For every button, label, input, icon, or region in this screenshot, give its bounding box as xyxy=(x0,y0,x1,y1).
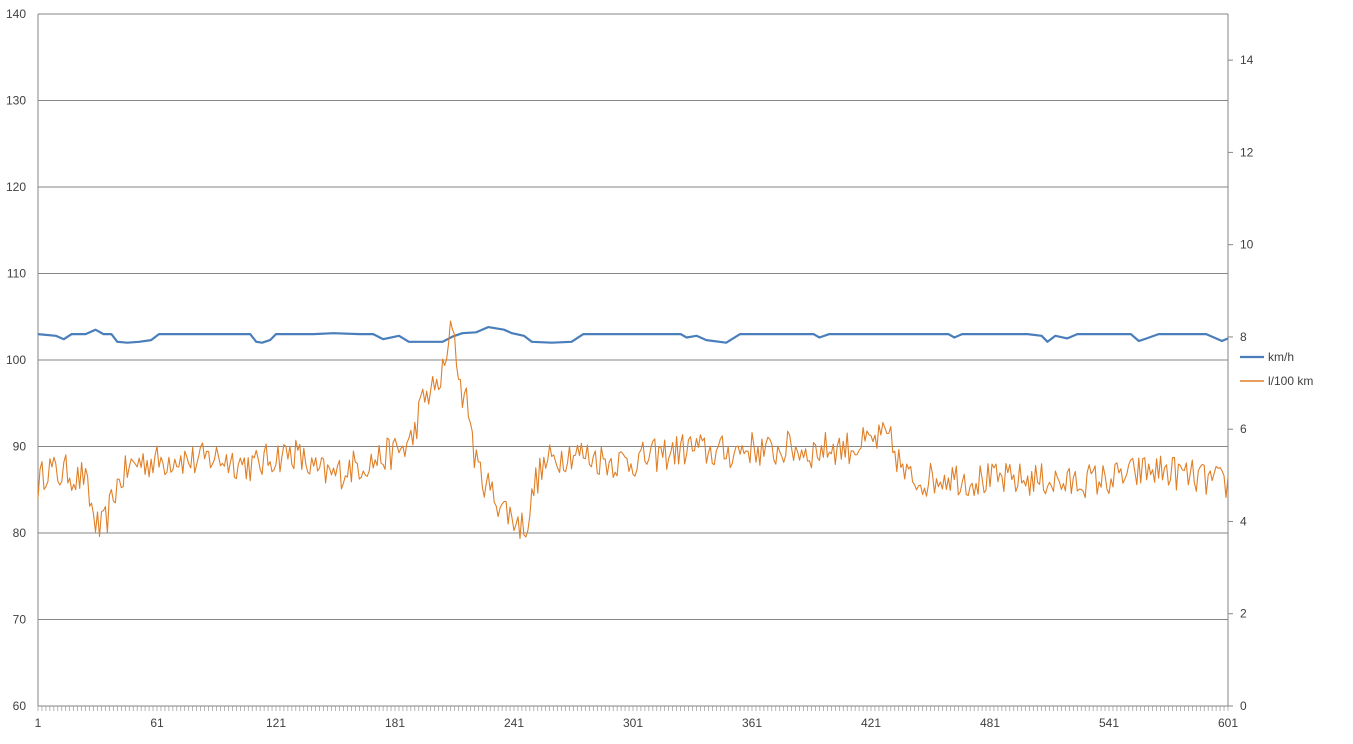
legend-label: km/h xyxy=(1268,350,1294,364)
x-tick-label: 361 xyxy=(742,716,762,730)
y-right-tick-label: 0 xyxy=(1240,699,1247,713)
x-tick-label: 61 xyxy=(150,716,164,730)
x-tick-label: 541 xyxy=(1099,716,1119,730)
x-tick-label: 1 xyxy=(35,716,42,730)
x-tick-label: 241 xyxy=(504,716,524,730)
y-left-tick-label: 120 xyxy=(6,180,26,194)
y-right-tick-label: 4 xyxy=(1240,514,1247,528)
y-left-tick-label: 110 xyxy=(7,267,26,281)
y-right-tick-label: 10 xyxy=(1240,238,1254,252)
y-left-tick-label: 100 xyxy=(6,353,26,367)
y-left-tick-label: 130 xyxy=(6,94,26,108)
y-right-tick-label: 12 xyxy=(1240,145,1254,159)
y-left-tick-label: 60 xyxy=(13,699,27,713)
y-right-tick-label: 14 xyxy=(1240,53,1254,67)
series-line-consumption xyxy=(37,320,1229,540)
y-right-tick-label: 2 xyxy=(1240,607,1247,621)
x-tick-label: 181 xyxy=(385,716,405,730)
y-right-tick-label: 6 xyxy=(1240,422,1247,436)
y-right-tick-label: 8 xyxy=(1240,330,1247,344)
x-tick-label: 421 xyxy=(861,716,881,730)
series-line-speed xyxy=(37,326,1229,344)
legend-label: l/100 km xyxy=(1268,374,1313,388)
y-left-tick-label: 90 xyxy=(13,440,27,454)
x-tick-label: 481 xyxy=(980,716,1000,730)
y-left-tick-label: 140 xyxy=(6,7,26,21)
x-tick-label: 301 xyxy=(623,716,643,730)
x-tick-label: 121 xyxy=(266,716,286,730)
y-left-tick-label: 80 xyxy=(13,526,27,540)
y-left-tick-label: 70 xyxy=(13,613,27,627)
x-tick-label: 601 xyxy=(1218,716,1238,730)
